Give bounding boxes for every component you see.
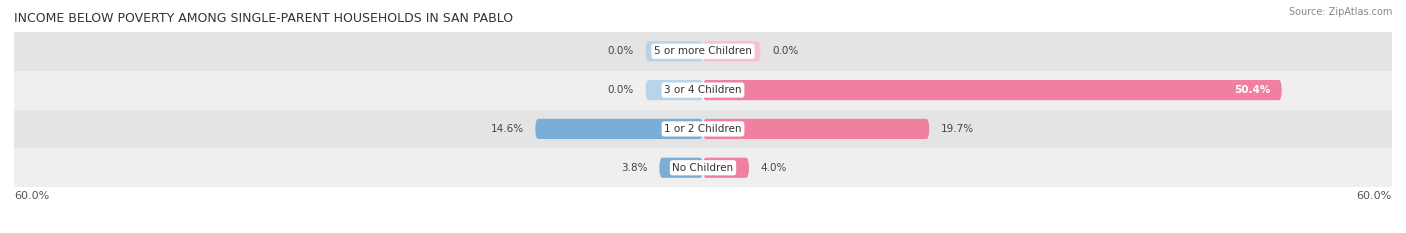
Text: 0.0%: 0.0% <box>607 85 634 95</box>
Text: 5 or more Children: 5 or more Children <box>654 46 752 56</box>
Text: No Children: No Children <box>672 163 734 173</box>
FancyBboxPatch shape <box>659 158 703 178</box>
Text: 14.6%: 14.6% <box>491 124 524 134</box>
FancyBboxPatch shape <box>645 80 703 100</box>
FancyBboxPatch shape <box>536 119 703 139</box>
Text: 4.0%: 4.0% <box>761 163 787 173</box>
FancyBboxPatch shape <box>645 41 703 61</box>
FancyBboxPatch shape <box>703 158 749 178</box>
Text: 0.0%: 0.0% <box>772 46 799 56</box>
FancyBboxPatch shape <box>703 41 761 61</box>
Text: 60.0%: 60.0% <box>1357 191 1392 201</box>
Bar <box>14 110 1392 148</box>
Bar <box>14 148 1392 187</box>
Text: 0.0%: 0.0% <box>607 46 634 56</box>
Text: 19.7%: 19.7% <box>941 124 974 134</box>
Text: 60.0%: 60.0% <box>14 191 49 201</box>
Bar <box>14 32 1392 71</box>
Text: Source: ZipAtlas.com: Source: ZipAtlas.com <box>1288 7 1392 17</box>
Text: 1 or 2 Children: 1 or 2 Children <box>664 124 742 134</box>
Text: 50.4%: 50.4% <box>1234 85 1270 95</box>
Bar <box>14 71 1392 110</box>
Text: 3.8%: 3.8% <box>621 163 648 173</box>
Text: 3 or 4 Children: 3 or 4 Children <box>664 85 742 95</box>
Text: INCOME BELOW POVERTY AMONG SINGLE-PARENT HOUSEHOLDS IN SAN PABLO: INCOME BELOW POVERTY AMONG SINGLE-PARENT… <box>14 12 513 25</box>
FancyBboxPatch shape <box>703 80 1282 100</box>
FancyBboxPatch shape <box>703 119 929 139</box>
